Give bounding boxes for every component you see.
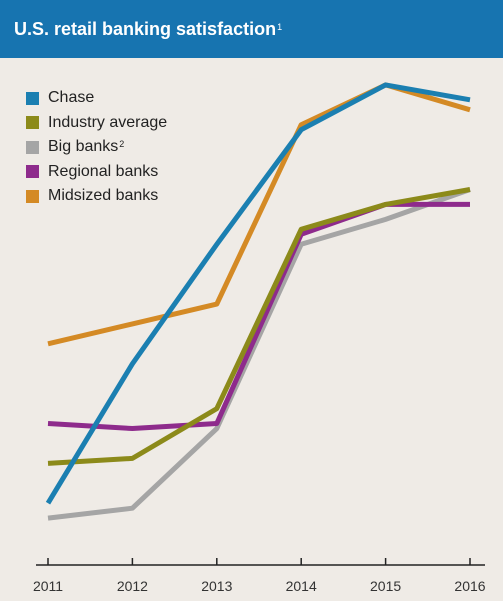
x-tick-label: 2012 [117, 578, 148, 594]
x-tick-label: 2011 [33, 578, 63, 594]
legend-label: Big banks [48, 138, 119, 156]
legend-label: Regional banks [48, 162, 159, 180]
chart-legend: Chase Industry average Big banks 2 Regional … [26, 86, 167, 209]
legend-swatch [26, 91, 39, 105]
legend-item: Chase [26, 86, 167, 111]
legend-label: Chase [48, 89, 95, 107]
series-line-chase [45, 82, 471, 505]
legend-item: Industry average [26, 111, 167, 136]
legend-label: Industry average [48, 113, 168, 131]
chart-title-footnote: 1 [277, 22, 283, 32]
legend-swatch [26, 189, 39, 203]
legend-item: Regional banks [26, 160, 167, 185]
chart-title: U.S. retail banking satisfaction [14, 18, 277, 39]
legend-item: Big banks 2 [26, 135, 167, 160]
legend-swatch [26, 165, 39, 179]
x-tick-label: 2014 [286, 578, 317, 594]
x-tick-label: 2016 [454, 578, 485, 594]
legend-item: Midsized banks [26, 184, 167, 209]
x-tick-label: 2013 [201, 578, 232, 594]
legend-swatch [26, 116, 39, 130]
legend-label: Midsized banks [48, 187, 159, 205]
legend-footnote: 2 [119, 139, 125, 150]
series-line-industry-average [47, 187, 471, 466]
legend-swatch [26, 140, 39, 154]
chart-header: U.S. retail banking satisfaction 1 [0, 0, 503, 58]
series-line-big-banks [47, 187, 471, 521]
x-tick-label: 2015 [370, 578, 401, 594]
